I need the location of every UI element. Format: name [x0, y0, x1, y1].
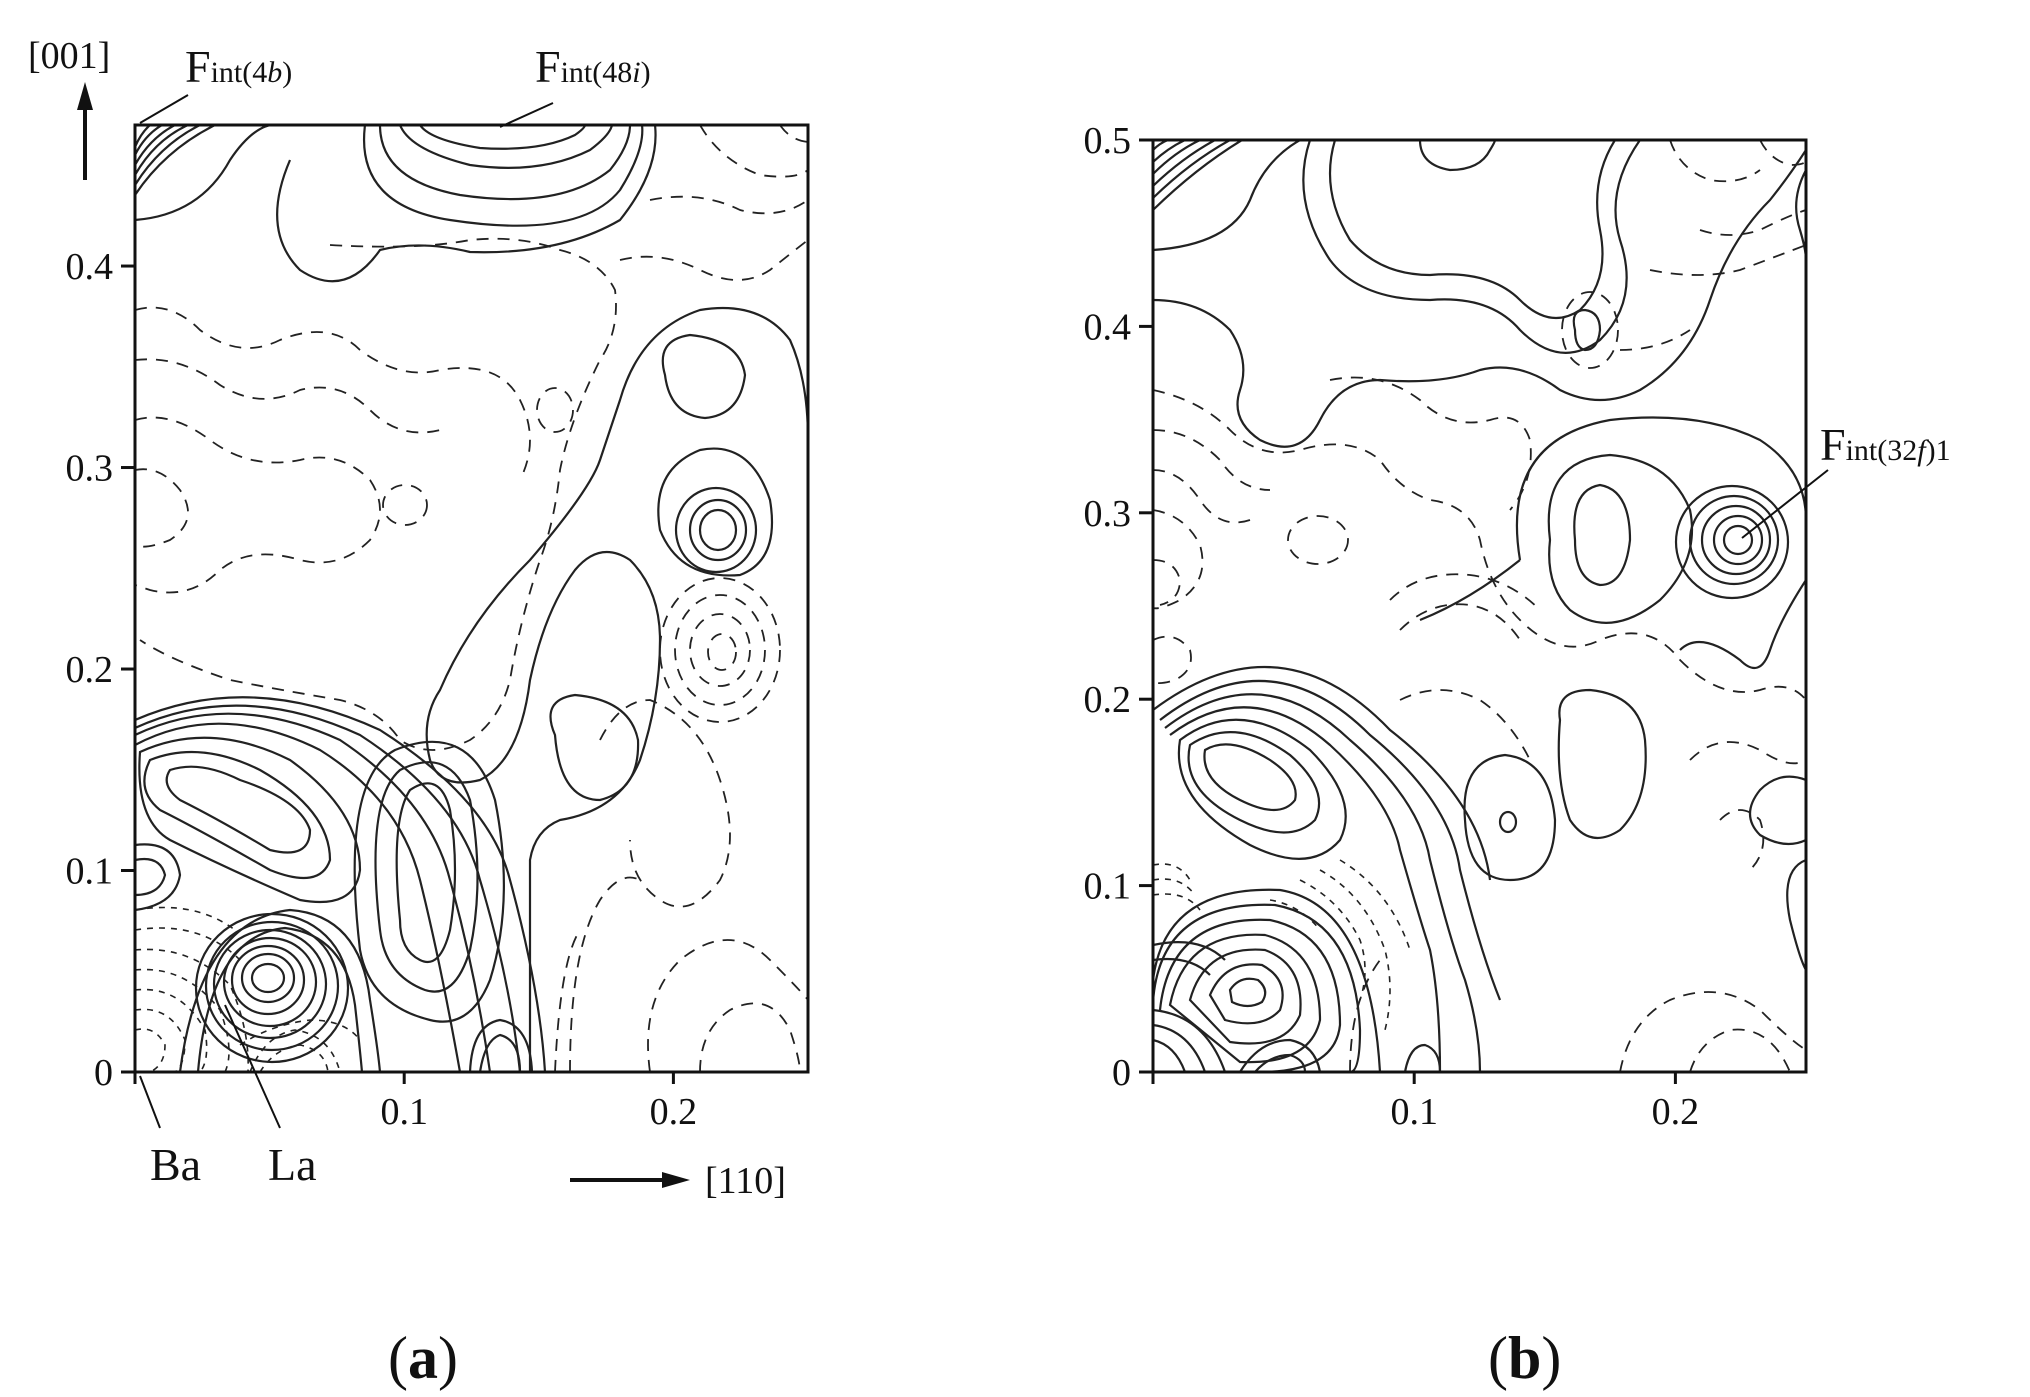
- contour-corner-peak: [1153, 140, 1301, 252]
- contour-fint32f-peak: [1515, 416, 1806, 670]
- panel-a: 0 0.1 0.2 0.3 0.4 0.1 0.2 [001] [110] Fint(4b…: [28, 35, 810, 1391]
- contour-negative-b: [1153, 140, 1806, 1072]
- panel-b-x-ticks: 0.1 0.2: [1151, 1072, 1700, 1133]
- contour-la-peak: [178, 908, 382, 1072]
- panel-b-y-ticks: 0 0.1 0.2 0.3 0.4 0.5: [1084, 120, 1153, 1094]
- panel-a-y-tick-label: 0.3: [66, 448, 114, 490]
- panel-a-caption-close: ): [438, 1325, 458, 1391]
- svg-text:Fint(32f)1: Fint(32f)1: [1820, 419, 1951, 470]
- panel-b-caption-letter: b: [1508, 1325, 1541, 1391]
- contour-fint4b-peak: [135, 125, 271, 222]
- annotation-fint-4b-sub: int(4: [211, 56, 268, 89]
- panel-b-y-tick-label: 0.5: [1084, 120, 1132, 162]
- y-direction-label: [001]: [28, 35, 110, 77]
- annotation-fint-48i-main: F: [535, 41, 561, 92]
- contour-diagonal-lobe: [135, 696, 547, 1072]
- panel-a-y-tick-label: 0.1: [66, 851, 114, 893]
- panel-b-caption-close: ): [1541, 1325, 1561, 1391]
- panel-b-y-tick-label: 0: [1112, 1052, 1131, 1094]
- contour-right-peak: [425, 306, 808, 1072]
- contour-lower-left-negative: [1153, 859, 1411, 1031]
- panel-b-caption-open: (: [1488, 1325, 1508, 1391]
- atom-label-ba: Ba: [139, 1075, 201, 1190]
- svg-text:Fint(48i): Fint(48i): [535, 41, 651, 92]
- annotation-fint-48i-ital: i: [632, 56, 640, 89]
- panel-b-x-tick-label: 0.1: [1390, 1091, 1438, 1133]
- annotation-fint-48i-sub: int(48: [561, 56, 633, 89]
- panel-a-x-tick-label: 0.2: [650, 1091, 698, 1133]
- panel-a-caption-open: (: [388, 1325, 408, 1391]
- panel-b-y-tick-label: 0.3: [1084, 493, 1132, 535]
- panel-a-y-tick-label: 0.2: [66, 649, 114, 691]
- annotation-fint-48i: Fint(48i): [499, 41, 651, 128]
- panel-b-y-tick-label: 0.2: [1084, 679, 1132, 721]
- annotation-fint-4b-ital: b: [267, 56, 282, 89]
- annotation-fint-48i-end: ): [641, 56, 651, 89]
- annotation-fint-32f-sub: int(32: [1846, 434, 1918, 467]
- x-direction-arrow: [570, 1172, 690, 1188]
- panel-a-x-ticks: 0.1 0.2: [133, 1072, 698, 1133]
- annotation-fint-32f-end: )1: [1926, 434, 1951, 467]
- panel-b-frame: [1151, 138, 1808, 1074]
- panel-b-contours: [1153, 140, 1806, 1072]
- annotation-fint-32f: Fint(32f)1: [1741, 419, 1951, 539]
- atom-label-la: La: [224, 1004, 317, 1190]
- contour-lower-left-peak: [1153, 888, 1382, 1072]
- svg-text:Ba: Ba: [150, 1139, 201, 1190]
- annotation-fint-4b: Fint(4b): [139, 41, 292, 124]
- panel-a-y-ticks: 0 0.1 0.2 0.3 0.4: [66, 246, 135, 1094]
- panel-b-x-tick-label: 0.2: [1652, 1091, 1700, 1133]
- panel-b-y-tick-label: 0.1: [1084, 866, 1132, 908]
- contour-left-lobes: [135, 843, 182, 912]
- panel-a-x-tick-label: 0.1: [380, 1091, 428, 1133]
- annotation-fint-32f-main: F: [1820, 419, 1846, 470]
- svg-text:La: La: [268, 1139, 317, 1190]
- contour-negative: [135, 125, 808, 1072]
- panel-b: 0 0.1 0.2 0.3 0.4 0.5 0.1 0.2 Fint(32f)1 (b): [1084, 120, 1951, 1391]
- panel-b-y-tick-label: 0.4: [1084, 306, 1132, 348]
- svg-text:Fint(4b): Fint(4b): [185, 41, 292, 92]
- panel-a-caption-letter: a: [408, 1325, 438, 1391]
- panel-a-caption: (a): [388, 1325, 458, 1391]
- x-direction-label: [110]: [705, 1160, 786, 1202]
- annotation-fint-4b-end: ): [282, 56, 292, 89]
- y-direction-arrow: [77, 82, 93, 180]
- panel-a-contours: [135, 125, 808, 1072]
- annotation-fint-4b-main: F: [185, 41, 211, 92]
- panel-b-caption: (b): [1488, 1325, 1561, 1391]
- panel-a-frame: [133, 123, 810, 1074]
- contour-diagonal-lobe-b: [1153, 665, 1502, 1072]
- contour-ba-negative: [135, 906, 361, 1072]
- contour-right-column: [1748, 169, 1806, 971]
- panel-a-y-tick-label: 0: [94, 1052, 113, 1094]
- panel-a-y-tick-label: 0.4: [66, 246, 114, 288]
- contour-top-band: [1153, 140, 1806, 448]
- contour-fint48i-peak: [276, 125, 657, 283]
